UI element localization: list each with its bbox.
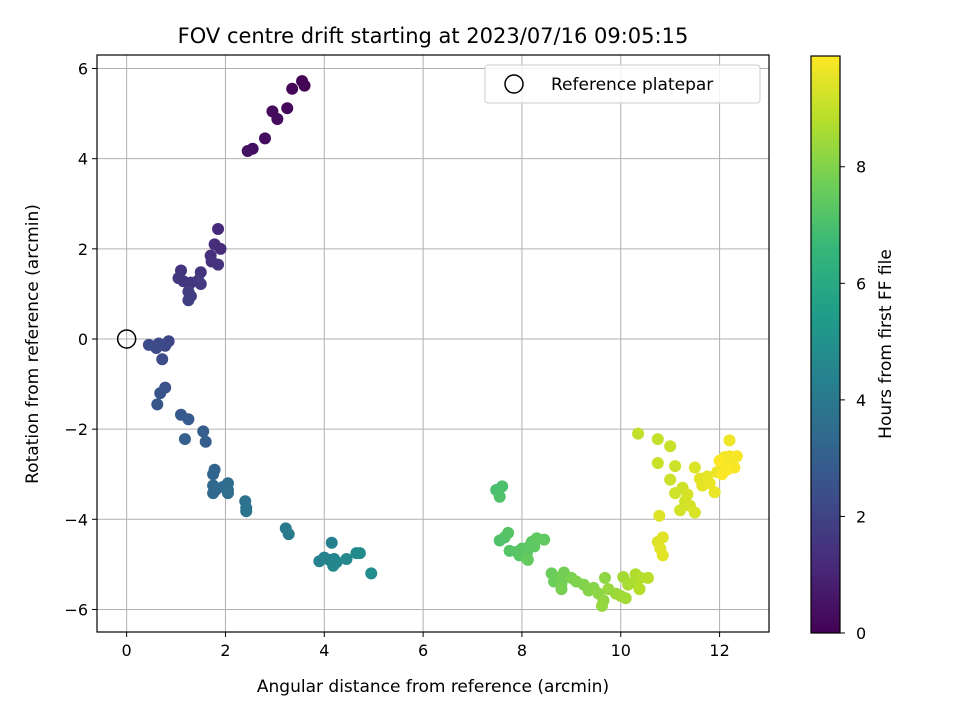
legend-label-reference: Reference platepar (551, 75, 713, 95)
data-point (598, 571, 611, 584)
data-point (632, 427, 645, 440)
data-point (664, 473, 677, 486)
data-point (713, 454, 726, 467)
data-point (197, 425, 210, 438)
data-point (595, 599, 608, 612)
y-tick-label: −4 (64, 510, 88, 529)
data-point (327, 559, 340, 572)
data-point (212, 223, 225, 236)
data-point (240, 505, 253, 518)
x-axis-label: Angular distance from reference (arcmin) (257, 677, 609, 697)
y-axis-ticks: −6 −4 −2 0 2 4 6 (64, 60, 97, 619)
data-point (656, 531, 669, 544)
x-tick-label: 8 (517, 641, 527, 660)
data-point (182, 413, 195, 426)
y-tick-label: 4 (78, 150, 88, 169)
data-point (674, 504, 687, 517)
data-point (493, 490, 506, 503)
data-point (633, 583, 646, 596)
data-point (212, 258, 225, 271)
data-point (669, 460, 682, 473)
data-point (340, 552, 353, 565)
y-tick-label: 2 (78, 240, 88, 259)
data-point (723, 434, 736, 447)
data-point (521, 553, 534, 566)
data-point (208, 238, 221, 251)
colorbar-label: Hours from first FF file (876, 249, 896, 439)
legend-marker-reference (504, 74, 524, 94)
data-point (182, 294, 195, 307)
colorbar: 0 2 4 6 8 Hours from first FF file (810, 55, 896, 643)
data-point (282, 528, 295, 541)
data-point (325, 536, 338, 549)
data-point (156, 353, 169, 366)
data-point (688, 506, 701, 519)
data-point (365, 567, 378, 580)
data-point (151, 398, 164, 411)
data-point (353, 547, 366, 560)
reference-platepar-marker (116, 329, 137, 349)
data-point (221, 487, 234, 500)
y-tick-label: 6 (78, 60, 88, 79)
x-tick-label: 12 (709, 641, 729, 660)
data-point (496, 480, 509, 493)
data-point (716, 468, 729, 481)
data-point (281, 102, 294, 115)
colorbar-tick-label: 0 (856, 624, 866, 643)
data-point (653, 509, 666, 522)
x-tick-label: 0 (122, 641, 132, 660)
data-point (286, 82, 299, 95)
data-point (207, 487, 220, 500)
y-tick-label: 0 (78, 330, 88, 349)
x-tick-label: 10 (611, 641, 631, 660)
y-tick-label: −6 (64, 600, 88, 619)
colorbar-tick-label: 6 (856, 274, 866, 293)
plot-frame (96, 54, 770, 633)
x-axis-ticks: 0 2 4 6 8 10 12 (122, 632, 730, 660)
data-point (703, 477, 716, 490)
legend: Reference platepar (484, 64, 761, 104)
colorbar-tick-label: 4 (856, 391, 866, 410)
data-point (708, 486, 721, 499)
y-tick-label: −2 (64, 420, 88, 439)
data-point (730, 450, 743, 463)
x-tick-label: 2 (220, 641, 230, 660)
x-tick-label: 6 (418, 641, 428, 660)
y-axis-label: Rotation from reference (arcmin) (23, 204, 43, 484)
plot-area (97, 55, 769, 632)
data-point (555, 583, 568, 596)
data-point (619, 592, 632, 605)
colorbar-tick-label: 8 (856, 158, 866, 177)
data-point (194, 277, 207, 290)
x-tick-label: 4 (319, 641, 329, 660)
data-point (241, 145, 254, 158)
data-point (259, 132, 271, 145)
chart-title: FOV centre drift starting at 2023/07/16 … (178, 24, 689, 48)
data-point (651, 456, 664, 469)
data-point (664, 440, 677, 453)
data-point (150, 342, 163, 355)
colorbar-tick-label: 2 (856, 507, 866, 526)
data-point (178, 433, 191, 446)
data-point (688, 461, 701, 474)
data-point (641, 571, 654, 584)
data-point (656, 549, 669, 562)
legend-box (484, 64, 761, 104)
data-point (199, 435, 212, 448)
data-points (142, 75, 743, 612)
data-point (298, 79, 311, 92)
data-point (502, 526, 515, 539)
data-point (207, 468, 220, 481)
data-point (271, 113, 284, 126)
colorbar-ticks: 0 2 4 6 8 (840, 158, 866, 643)
data-point (651, 433, 664, 446)
data-point (154, 387, 167, 400)
data-point (681, 488, 694, 501)
data-point (538, 533, 551, 546)
colorbar-bar (810, 55, 841, 634)
